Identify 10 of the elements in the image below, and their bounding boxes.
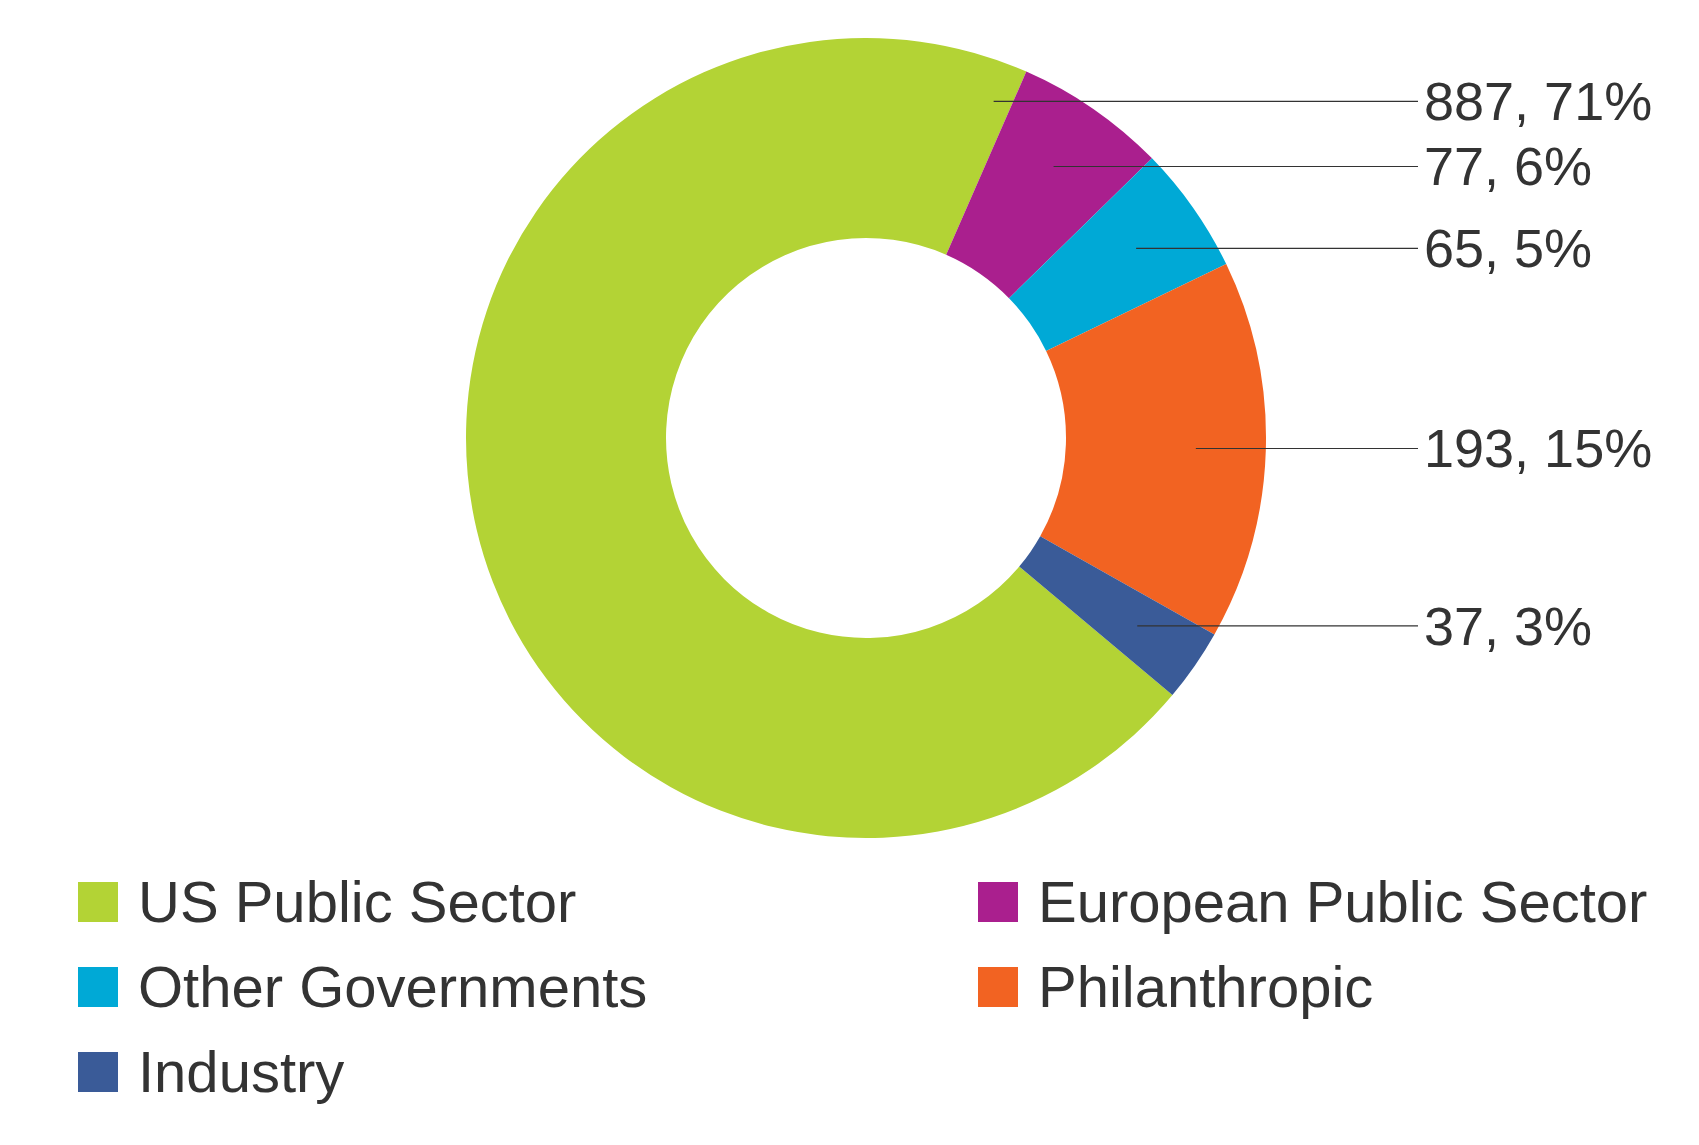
data-label: 77, 6% — [1424, 136, 1593, 197]
data-label: 37, 3% — [1424, 595, 1593, 656]
data-label: 193, 15% — [1424, 418, 1653, 479]
legend-label: European Public Sector — [1038, 868, 1648, 935]
data-label: 65, 5% — [1424, 218, 1593, 279]
data-label: 887, 71% — [1424, 71, 1653, 132]
legend-label: Industry — [138, 1038, 345, 1105]
legend-label: Philanthropic — [1038, 953, 1374, 1020]
legend-label: Other Governments — [138, 953, 648, 1020]
legend-label: US Public Sector — [138, 868, 577, 935]
